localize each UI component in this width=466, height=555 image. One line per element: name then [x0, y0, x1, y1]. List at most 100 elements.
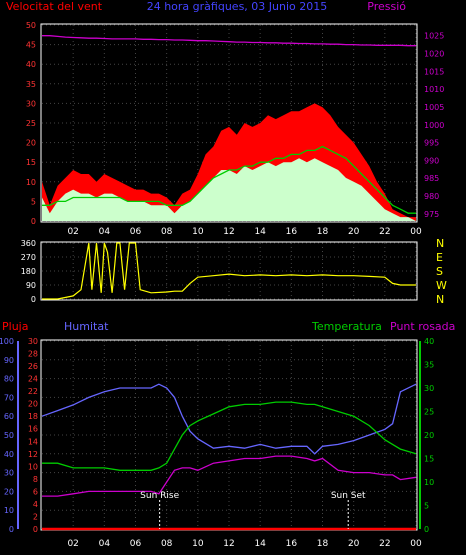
x-tick-label: 18: [317, 227, 329, 237]
rain-tick-label: 24: [28, 375, 38, 384]
temperature-tick-label: 25: [424, 408, 434, 417]
x-tick-label: 18: [317, 539, 329, 549]
sun-marker-label: Sun Set: [331, 491, 366, 501]
wind-speed-area: [42, 158, 416, 221]
humidity-tick-label: 50: [4, 431, 14, 440]
rain-axis-label: Pluja: [2, 320, 28, 333]
wind-speed-tick-label: 10: [26, 178, 36, 187]
wind-speed-tick-label: 25: [26, 119, 36, 128]
wind-speed-tick-label: 30: [26, 99, 36, 108]
wind-speed-tick-label: 35: [26, 80, 36, 89]
x-tick-label: 08: [161, 539, 173, 549]
humidity-tick-label: 70: [4, 393, 14, 402]
rain-tick-label: 20: [28, 400, 38, 409]
x-tick-label: 02: [67, 227, 78, 237]
humidity-tick-label: 0: [9, 525, 14, 534]
x-tick-label: 08: [161, 227, 173, 237]
temperature-tick-label: 0: [424, 525, 429, 534]
pressure-tick-label: 975: [424, 210, 439, 219]
temperature-tick-label: 15: [424, 455, 434, 464]
x-tick-label: 00: [410, 227, 422, 237]
chart-title: 24 hora gràfiques, 03 Junio 2015: [147, 0, 328, 13]
compass-tick-label: W: [436, 279, 447, 292]
wind-speed-axis-label: Velocitat del vent: [6, 0, 103, 13]
rain-tick-label: 22: [28, 387, 38, 396]
pressure-axis-label: Pressió: [367, 0, 406, 13]
wind-speed-tick-label: 50: [26, 21, 36, 30]
x-tick-label: 16: [286, 539, 298, 549]
pressure-tick-label: 990: [424, 156, 439, 165]
direction-tick-label: 180: [21, 267, 36, 276]
x-tick-label: 22: [379, 227, 390, 237]
x-tick-label: 16: [286, 227, 298, 237]
rain-tick-label: 30: [28, 337, 38, 346]
rain-tick-label: 8: [33, 475, 38, 484]
temperature-tick-label: 40: [424, 337, 434, 346]
compass-tick-label: N: [436, 237, 444, 250]
x-tick-label: 10: [192, 227, 204, 237]
x-tick-label: 12: [223, 539, 234, 549]
rain-tick-label: 0: [33, 525, 38, 534]
dewpoint-axis-label: Punt rosada: [390, 320, 455, 333]
pressure-tick-label: 1025: [424, 32, 444, 41]
humidity-tick-label: 60: [4, 412, 14, 421]
wind-speed-tick-label: 45: [26, 41, 36, 50]
x-tick-label: 06: [130, 539, 142, 549]
x-tick-label: 10: [192, 539, 204, 549]
temperature-tick-label: 10: [424, 478, 434, 487]
wind-direction-line: [42, 242, 416, 300]
rain-tick-label: 16: [28, 425, 38, 434]
humidity-tick-label: 30: [4, 469, 14, 478]
rain-tick-label: 10: [28, 462, 38, 471]
humidity-axis-label: Humitat: [64, 320, 109, 333]
rain-tick-label: 28: [28, 350, 38, 359]
humidity-tick-label: 100: [0, 337, 14, 346]
rain-tick-label: 2: [33, 512, 38, 521]
x-tick-label: 02: [67, 539, 78, 549]
dewpoint-line: [42, 455, 417, 497]
humidity-tick-label: 20: [4, 487, 14, 496]
compass-tick-label: S: [436, 265, 443, 278]
humidity-line: [41, 383, 417, 455]
pressure-tick-label: 985: [424, 174, 439, 183]
x-tick-label: 22: [379, 539, 390, 549]
rain-tick-label: 12: [28, 450, 38, 459]
pressure-tick-label: 1005: [424, 103, 444, 112]
compass-tick-label: N: [436, 293, 444, 306]
pressure-tick-label: 1015: [424, 67, 444, 76]
humidity-tick-label: 40: [4, 450, 14, 459]
rain-tick-label: 26: [28, 362, 38, 371]
humidity-tick-label: 80: [4, 375, 14, 384]
pressure-tick-label: 1000: [424, 121, 444, 130]
rain-tick-label: 18: [28, 412, 38, 421]
x-tick-label: 20: [348, 227, 360, 237]
wind-speed-tick-label: 40: [26, 60, 36, 69]
direction-panel-frame: [40, 241, 418, 301]
wind-speed-tick-label: 15: [26, 158, 36, 167]
compass-tick-label: E: [436, 251, 443, 264]
wind-panel-frame: [40, 23, 418, 223]
wind-speed-tick-label: 20: [26, 139, 36, 148]
pressure-line: [42, 35, 416, 47]
x-tick-label: 12: [223, 227, 234, 237]
x-tick-label: 00: [410, 539, 422, 549]
direction-tick-label: 0: [31, 295, 36, 304]
x-tick-label: 04: [99, 227, 111, 237]
wind-speed-tick-label: 0: [31, 217, 36, 226]
wind-speed-tick-label: 5: [31, 197, 36, 206]
wind-average-line: [42, 145, 416, 214]
pressure-tick-label: 995: [424, 139, 439, 148]
x-tick-label: 06: [130, 227, 142, 237]
temperature-tick-label: 5: [424, 502, 429, 511]
x-tick-label: 20: [348, 539, 360, 549]
rain-tick-label: 14: [28, 437, 38, 446]
rain-tick-label: 6: [33, 487, 38, 496]
direction-tick-label: 90: [26, 281, 36, 290]
temperature-axis-label: Temperatura: [311, 320, 382, 333]
direction-tick-label: 360: [21, 239, 36, 248]
temperature-tick-label: 35: [424, 361, 434, 370]
sun-marker-label: Sun Rise: [140, 491, 179, 501]
humidity-tick-label: 10: [4, 506, 14, 515]
